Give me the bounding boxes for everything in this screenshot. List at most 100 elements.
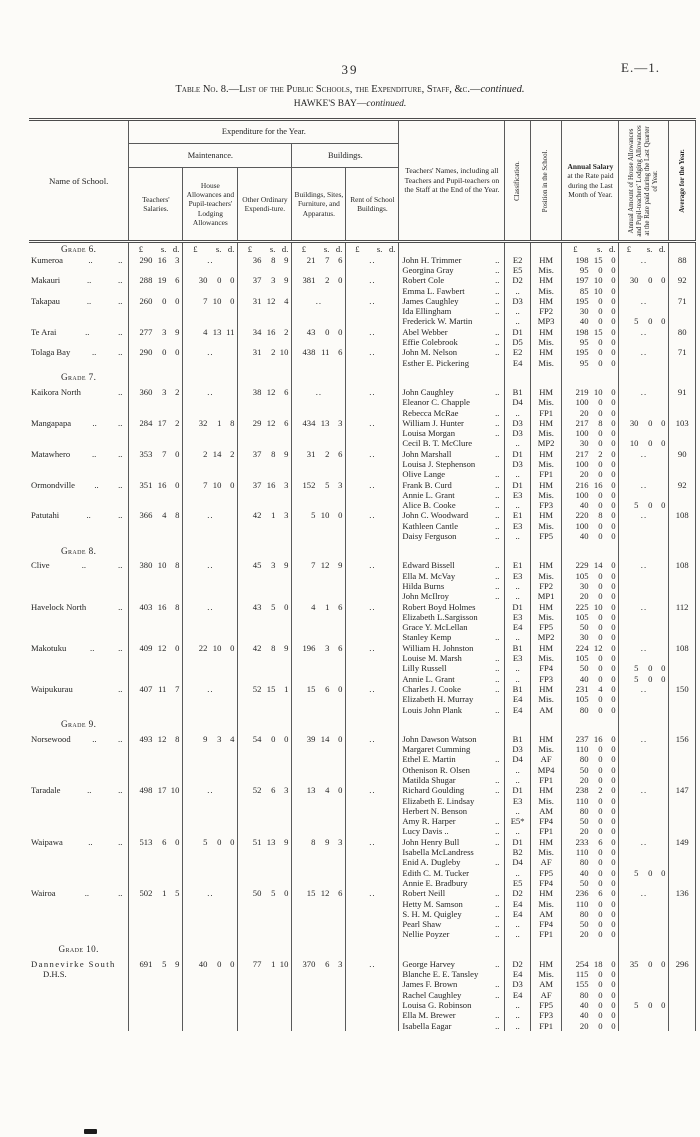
- school-cell: Kaikora North..: [31, 386, 123, 397]
- sal-cell: [128, 469, 183, 480]
- allowance-cell: [618, 857, 669, 868]
- classification-cell: ..: [504, 438, 531, 449]
- school-cell: [29, 337, 129, 347]
- table-row: Takapau.... 260 0 0 7 10 0 31 12 4.... James Caugh…: [29, 295, 696, 306]
- table-row: Rachel Caughley.. E4 AF 80 0 0: [29, 989, 696, 1000]
- bldg-cell: ..: [291, 295, 346, 306]
- teacher-cell: Ida Ellingham..: [398, 305, 505, 317]
- table-row: Kumeroa.... 290 16 3.. 36 8 9 21 7 6.. John H. Tri…: [29, 254, 696, 265]
- school-cell: [29, 653, 129, 663]
- salary-cell: 20 0 0: [561, 929, 619, 940]
- classification-cell: D4: [504, 857, 531, 868]
- position-cell: HM: [529, 347, 562, 358]
- average-cell: [668, 407, 696, 418]
- allowance-cell: ..: [618, 326, 669, 337]
- sal-cell: 498 17 10: [128, 785, 183, 796]
- salary-cell: 155 0 0: [561, 979, 619, 990]
- average-cell: [668, 795, 696, 806]
- bldg-cell: [291, 919, 346, 930]
- position-cell: FP4: [529, 877, 562, 889]
- table-row: Clive.... 380 10 8.. 45 3 9 7 12 9.. Edward Bissel…: [29, 560, 696, 571]
- position-cell: AM: [529, 908, 562, 920]
- bldg-cell: [291, 754, 346, 765]
- teacher-cell: Alice B. Cooke..: [398, 500, 505, 511]
- classification-cell: E5*: [504, 816, 531, 827]
- salary-cell: 20 0 0: [561, 774, 619, 786]
- position-cell: FP3: [529, 1010, 562, 1021]
- schools-table: Name of School. Expenditure for the Year…: [29, 118, 696, 1031]
- col-group-buildings: Buildings.: [291, 143, 400, 168]
- sal-cell: [128, 541, 183, 561]
- allowance-cell: [618, 694, 669, 705]
- average-cell: [668, 367, 696, 387]
- sal-cell: 290 0 0: [128, 347, 183, 358]
- average-cell: [668, 846, 696, 858]
- classification-cell: E3: [504, 652, 531, 664]
- allowance-cell: [618, 580, 669, 592]
- other-cell: [237, 580, 292, 592]
- teacher-cell: Louis John Plank..: [398, 704, 505, 715]
- rent-cell: ..: [345, 417, 399, 428]
- sal-cell: [128, 774, 183, 786]
- other-cell: [237, 489, 292, 501]
- allowance-cell: ..: [618, 785, 669, 796]
- teacher-cell: Georgina Gray..: [398, 264, 505, 276]
- bldg-cell: 370 6 3: [291, 958, 346, 969]
- salary-cell: 40 0 0: [561, 530, 619, 542]
- table-row: Mangapapa.... 284 17 2 32 1 8 29 12 6 434 13 3.. Will…: [29, 417, 696, 428]
- classification-cell: D1: [504, 836, 531, 847]
- house-cell: [182, 489, 238, 501]
- position-cell: FP1: [529, 774, 562, 786]
- teacher-cell: Louisa Morgan..: [398, 427, 505, 439]
- average-cell: [668, 867, 696, 878]
- position-cell: FP4: [529, 663, 562, 674]
- teacher-cell: John Henry Bull..: [398, 836, 505, 847]
- bldg-cell: 152 5 3: [291, 479, 346, 490]
- house-cell: ..: [182, 683, 238, 695]
- position-cell: HM: [529, 479, 562, 490]
- teacher-cell: Matilda Shugar..: [398, 774, 505, 786]
- bldg-cell: [291, 622, 346, 633]
- position-cell: Mis.: [529, 520, 562, 531]
- bldg-cell: £ s. d.: [291, 241, 346, 255]
- classification-cell: B1: [504, 733, 531, 744]
- salary-cell: 80 0 0: [561, 704, 619, 715]
- other-cell: [237, 908, 292, 920]
- teacher-cell: Esther E. Pickering: [398, 357, 505, 368]
- other-cell: [237, 877, 292, 889]
- average-cell: [668, 530, 696, 542]
- sal-cell: 380 10 8: [128, 560, 183, 571]
- average-cell: 90: [668, 448, 696, 459]
- table-row: Emma L. Fawbert.... Mis. 85 10 0: [29, 285, 696, 296]
- col-header-rent: Rent of School Buildings.: [345, 167, 400, 243]
- classification-cell: D2: [504, 275, 531, 286]
- allowance-cell: [618, 939, 669, 959]
- table-row: Elizabeth H. Murray E4 Mis. 105 0 0: [29, 694, 696, 705]
- house-cell: [182, 1010, 238, 1021]
- table-row: Waipawa.... 513 6 0 5 0 0 51 13 9 8 9 3.. John Henry …: [29, 836, 696, 847]
- table-row: Matilda Shugar.... FP1 20 0 0: [29, 774, 696, 786]
- school-cell: [29, 469, 129, 479]
- house-cell: [182, 816, 238, 827]
- salary-cell: 224 12 0: [561, 642, 619, 653]
- salary-cell: 110 0 0: [561, 795, 619, 806]
- rent-cell: [345, 520, 399, 531]
- house-cell: [182, 367, 238, 387]
- sal-cell: [128, 397, 183, 408]
- allowance-cell: [618, 826, 669, 837]
- position-cell: FP3: [529, 500, 562, 511]
- bldg-cell: [291, 694, 346, 705]
- house-cell: ..: [182, 785, 238, 796]
- table-row: Louisa Morgan.. D3 Mis. 100 0 0: [29, 427, 696, 439]
- classification-cell: ..: [504, 407, 531, 418]
- other-cell: [237, 397, 292, 408]
- house-cell: ..: [182, 386, 238, 398]
- school-cell: [29, 857, 129, 867]
- sal-cell: [128, 898, 183, 909]
- other-cell: [237, 826, 292, 837]
- allowance-cell: [618, 570, 669, 581]
- other-cell: [237, 1010, 292, 1021]
- position-cell: HM: [529, 560, 562, 571]
- classification-cell: D5: [504, 336, 531, 348]
